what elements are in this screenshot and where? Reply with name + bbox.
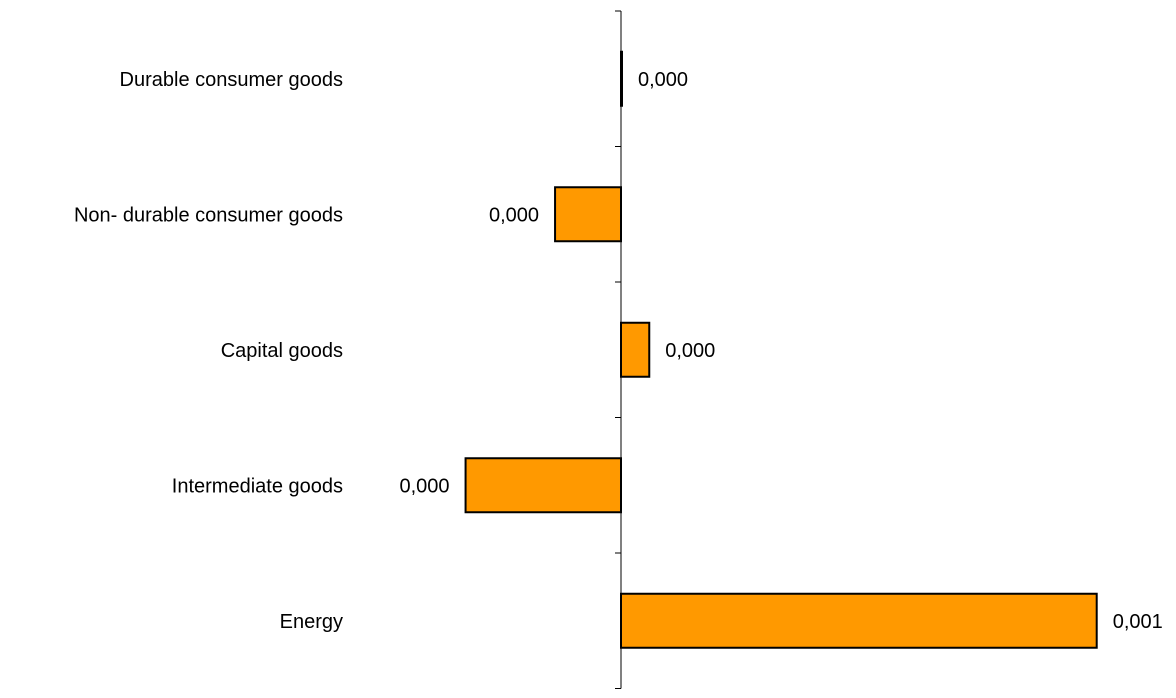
bars-layer [464,50,1098,649]
category-label: Capital goods [221,340,343,362]
data-label: 0,000 [665,340,715,362]
labels-layer: Durable consumer goods 0,000 Non- durable … [74,69,1163,633]
bar-3 [464,457,622,514]
data-label: 0,000 [400,475,450,497]
category-label: Durable consumer goods [120,69,343,91]
category-label: Non- durable consumer goods [74,204,343,226]
category-label: Energy [280,611,343,633]
category-label: Intermediate goods [172,475,343,497]
data-label: 0,000 [489,204,539,226]
bar-1 [554,186,622,243]
data-label: 0,000 [638,69,688,91]
data-label: 0,001 [1113,611,1163,633]
bar-4 [620,592,1098,649]
bar-2 [620,321,651,378]
category-axis [615,10,622,689]
